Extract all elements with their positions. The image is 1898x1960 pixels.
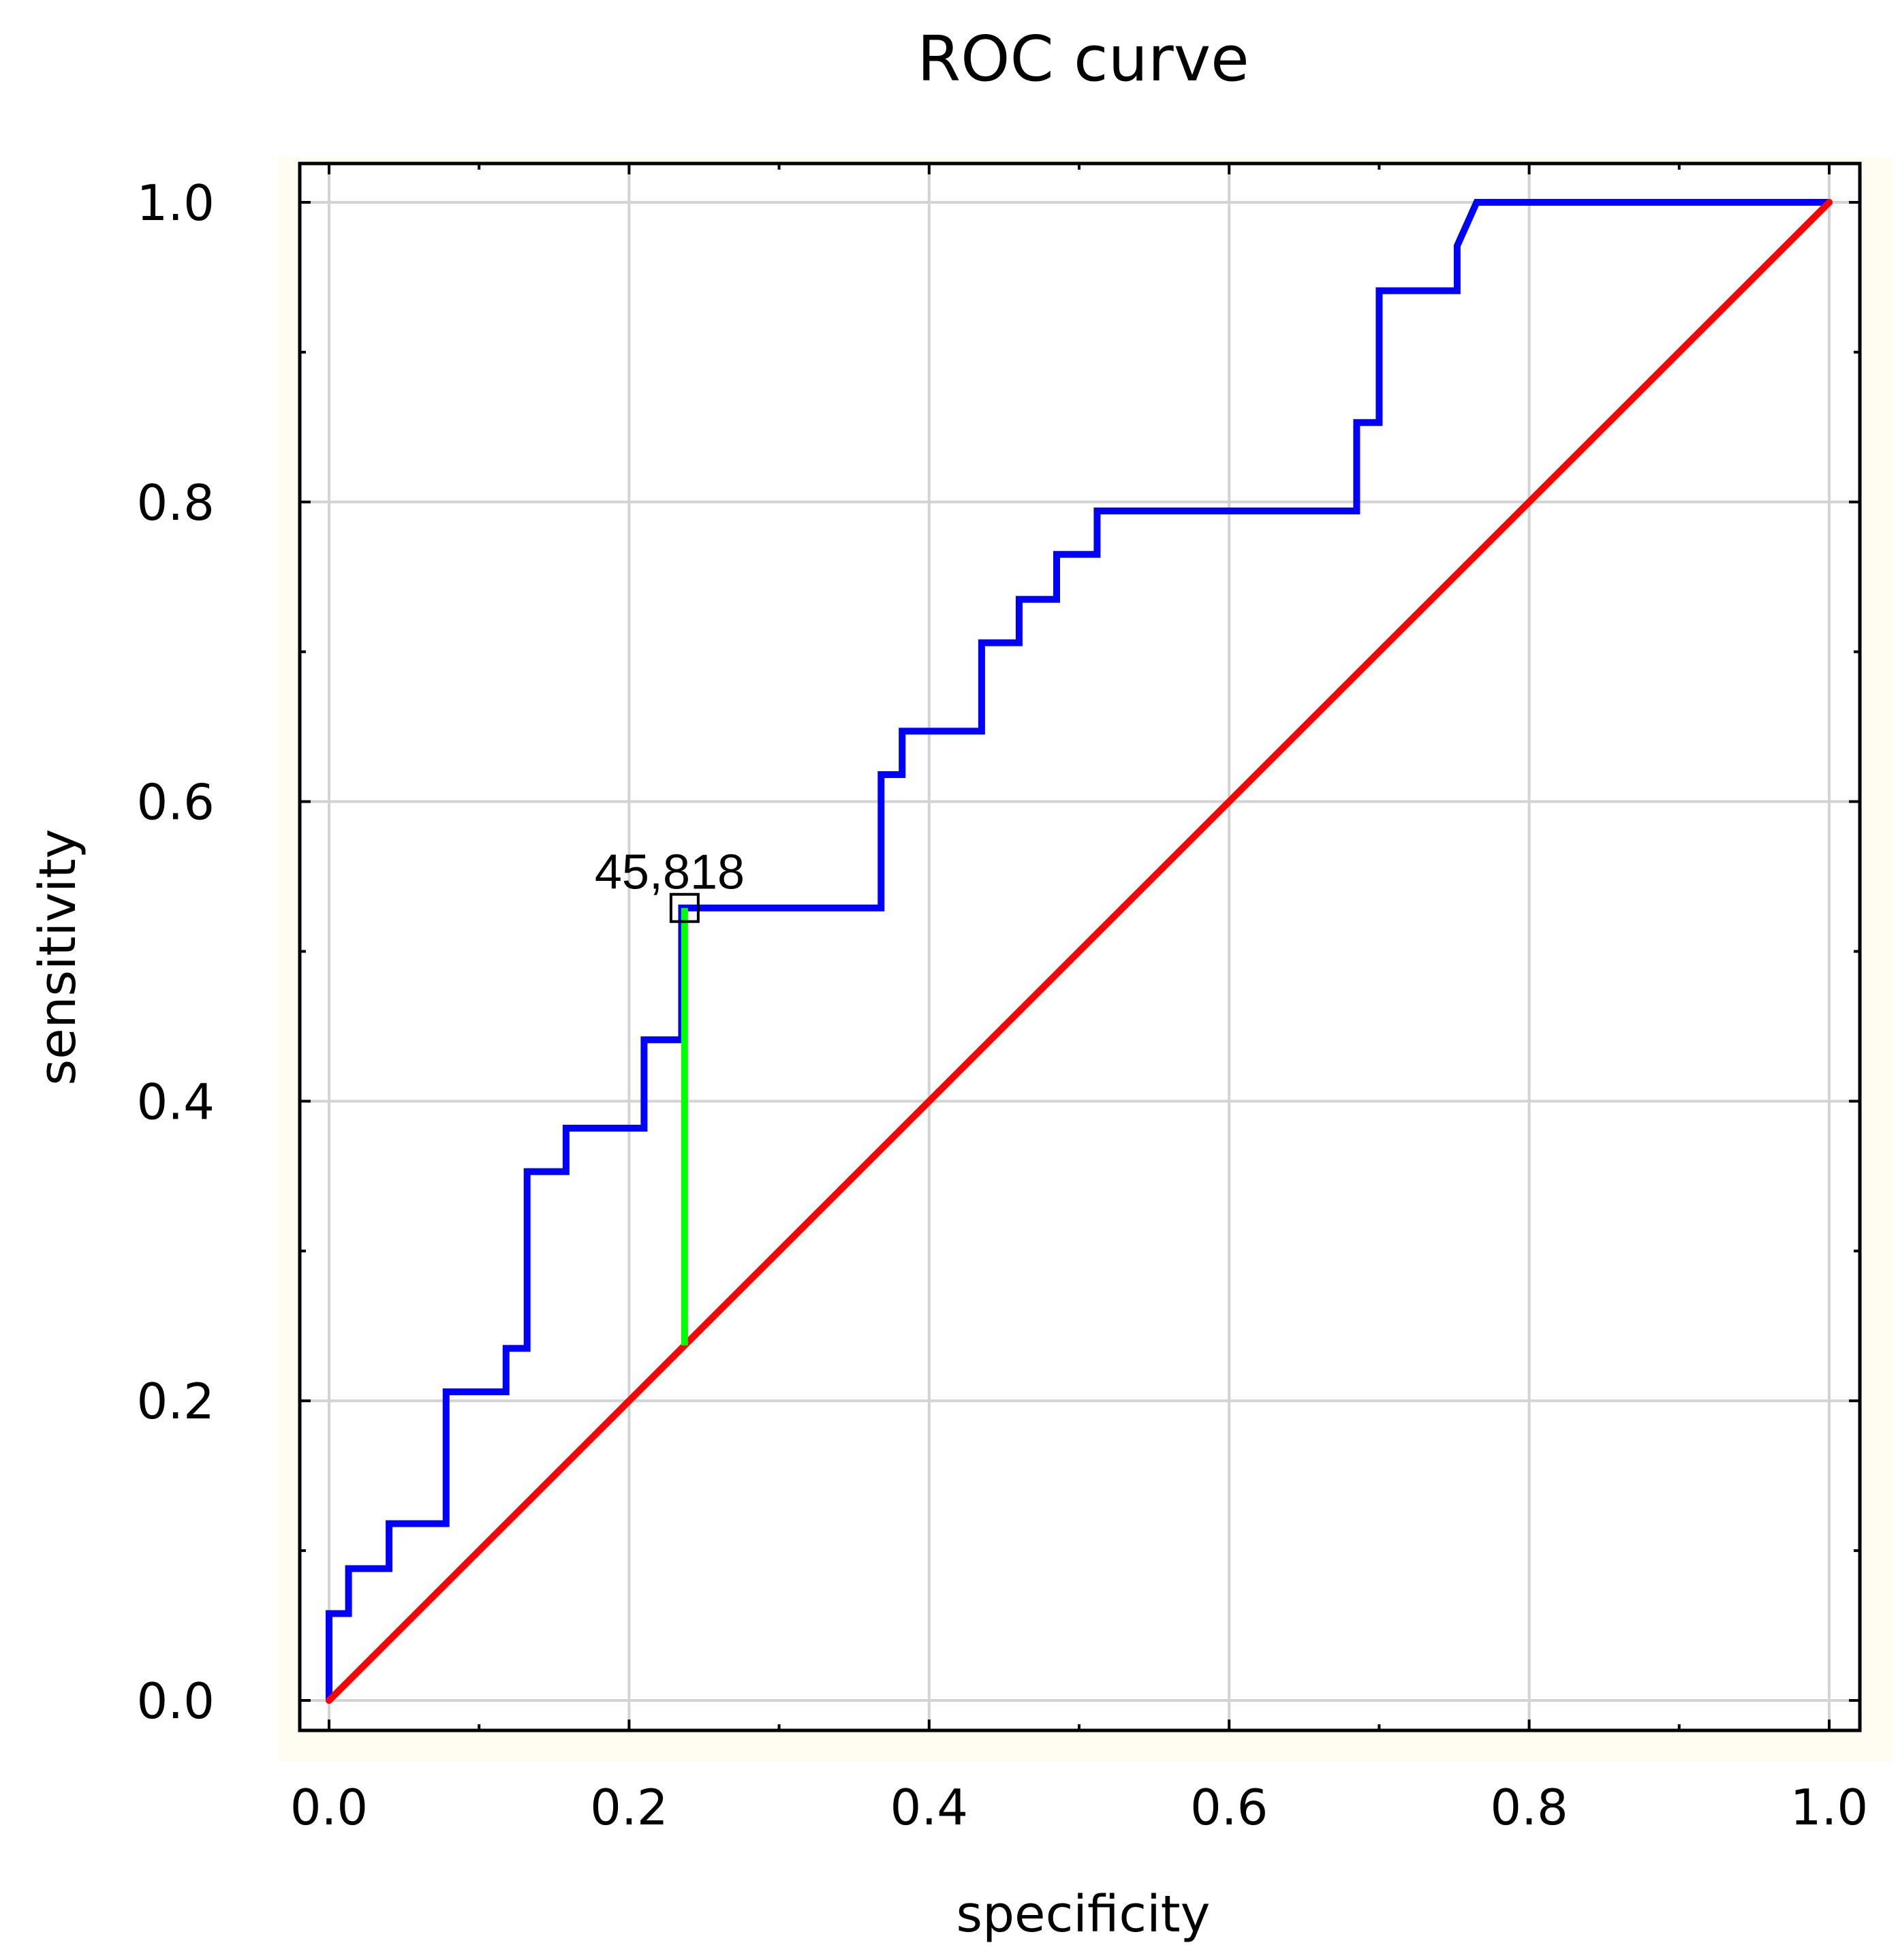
x-tick-label-4: 0.8 <box>1490 1779 1568 1836</box>
series-layer <box>326 199 1833 1704</box>
x-tick-label-5: 1.0 <box>1790 1779 1869 1836</box>
x-tick-labels: 0.0 0.2 0.4 0.6 0.8 1.0 <box>290 1779 1869 1836</box>
y-tick-label-5: 1.0 <box>136 174 215 232</box>
x-axis-label: specificity <box>956 1885 1211 1944</box>
cutoff-marker <box>669 892 700 923</box>
series-line-reference <box>326 199 1833 1704</box>
chart-title: ROC curve <box>917 22 1249 95</box>
y-tick-label-2: 0.4 <box>136 1073 215 1130</box>
x-tick-label-3: 0.6 <box>1190 1779 1269 1836</box>
y-tick-label-1: 0.2 <box>136 1373 215 1430</box>
series-line-roc <box>326 199 1833 1704</box>
cutoff-label: 45,818 <box>595 845 745 900</box>
y-axis-label: sensitivity <box>29 829 87 1086</box>
x-tick-label-1: 0.2 <box>590 1779 668 1836</box>
vertical-gridlines <box>328 164 1831 1730</box>
y-tick-label-4: 0.8 <box>136 474 215 531</box>
y-tick-labels: 0.0 0.2 0.4 0.6 0.8 1.0 <box>136 174 215 1730</box>
axis-ticks <box>300 164 1860 1730</box>
horizontal-gridlines <box>300 201 1860 1702</box>
x-tick-label-0: 0.0 <box>290 1779 369 1836</box>
x-tick-label-2: 0.4 <box>890 1779 969 1836</box>
y-tick-label-3: 0.6 <box>136 774 215 831</box>
y-tick-label-0: 0.0 <box>136 1673 215 1730</box>
cutoff-layer: 45,818 <box>595 845 745 1345</box>
